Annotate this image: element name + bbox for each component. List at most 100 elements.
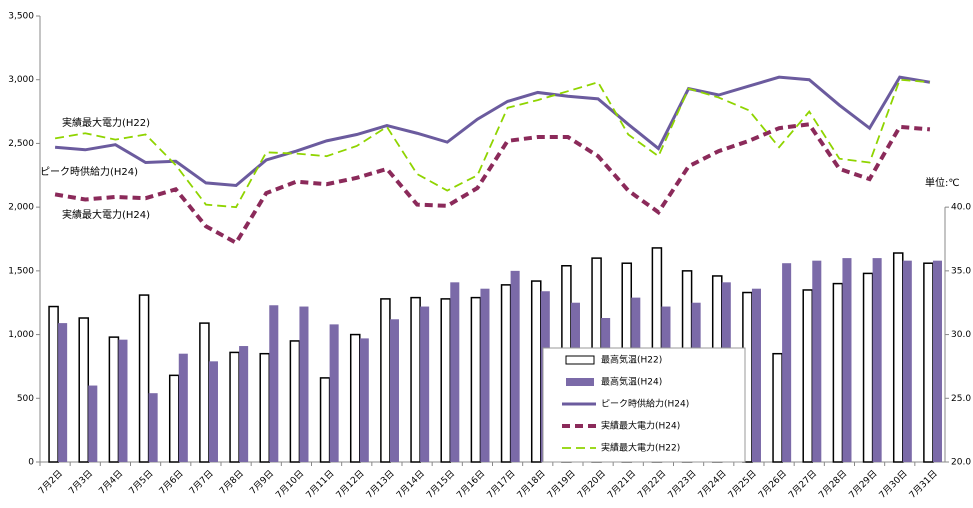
legend-label: 実績最大電力(H24) (601, 420, 680, 432)
x-tick-label: 7月28日 (817, 468, 850, 501)
x-tick-label: 7月8日 (217, 468, 246, 497)
y-tick-label: 0 (28, 458, 34, 468)
bar (510, 270, 520, 462)
bar (772, 352, 783, 463)
legend-swatch (566, 378, 594, 386)
x-tick-label: 7月2日 (36, 468, 65, 497)
bar (380, 298, 391, 463)
bar (389, 319, 399, 462)
x-tick-label: 7月16日 (455, 468, 488, 501)
bar (470, 296, 482, 463)
x-tick-label: 7月15日 (424, 468, 457, 501)
x-tick-label: 7月12日 (334, 468, 367, 501)
x-tick-label: 7月30日 (877, 468, 910, 501)
bar (842, 258, 852, 462)
bar (812, 260, 822, 462)
line (54, 75, 931, 188)
line (54, 122, 931, 246)
x-tick-label: 7月22日 (636, 468, 669, 501)
bar (88, 385, 98, 462)
bar (178, 353, 188, 462)
bar (751, 288, 761, 462)
x-tick-label: 7月26日 (756, 468, 789, 501)
y-tick-label: 1,500 (8, 266, 34, 276)
bar (319, 377, 331, 463)
x-tick-label: 7月14日 (394, 468, 427, 501)
x-tick-label: 7月19日 (545, 468, 578, 501)
bar (782, 263, 792, 462)
x-tick-label: 7月31日 (907, 468, 940, 501)
y2-tick-label: 20.0 (951, 458, 971, 468)
annotation: ピーク時供給力(H24) (40, 165, 138, 178)
x-tick-label: 7月4日 (97, 468, 126, 497)
line (54, 78, 930, 209)
bar (349, 333, 361, 463)
bar (410, 296, 421, 463)
bar (932, 260, 942, 462)
y-tick-label: 2,000 (8, 203, 34, 213)
bar (500, 284, 512, 463)
y2-tick-label: 35.0 (951, 266, 971, 276)
bar (78, 317, 90, 463)
bar (440, 298, 452, 463)
x-tick-label: 7月13日 (364, 468, 397, 501)
bar (229, 351, 240, 463)
y2-tick-label: 30.0 (951, 330, 971, 340)
bar (58, 323, 68, 462)
bar (480, 288, 490, 462)
annotation: 単位:℃ (925, 176, 960, 189)
legend-label: ピーク時供給力(H24) (601, 398, 689, 410)
bar (832, 282, 844, 463)
y-tick-label: 1,000 (8, 330, 34, 340)
x-tick-label: 7月20日 (575, 468, 608, 501)
bar (872, 258, 882, 462)
legend-swatch (565, 355, 595, 365)
x-tick-label: 7月11日 (304, 468, 337, 501)
bar (199, 322, 210, 463)
y-tick-label: 500 (17, 394, 34, 404)
bar (359, 338, 369, 462)
bar (902, 260, 912, 462)
bar (108, 336, 120, 463)
x-tick-label: 7月21日 (605, 468, 638, 501)
x-tick-label: 7月27日 (786, 468, 819, 501)
bar (299, 306, 309, 462)
bar (118, 339, 128, 462)
x-tick-label: 7月23日 (666, 468, 699, 501)
x-tick-label: 7月17日 (485, 468, 518, 501)
bar (48, 305, 59, 463)
bar (923, 262, 934, 463)
bar (802, 289, 814, 463)
y2-tick-label: 25.0 (951, 394, 971, 404)
bar (892, 252, 904, 463)
y2-tick-label: 40.0 (951, 203, 971, 213)
x-tick-label: 7月6日 (157, 468, 186, 497)
legend-label: 実績最大電力(H22) (601, 442, 680, 454)
x-tick-label: 7月25日 (726, 468, 759, 501)
bar (329, 324, 339, 462)
x-tick-label: 7月9日 (248, 468, 277, 497)
bar (138, 294, 150, 463)
bar (289, 340, 301, 463)
x-tick-label: 7月18日 (515, 468, 548, 501)
bar (148, 393, 158, 462)
legend-label: 最高気温(H24) (601, 376, 662, 388)
y-tick-label: 3,500 (8, 12, 34, 22)
annotation: 実績最大電力(H24) (62, 208, 150, 221)
bar (530, 280, 542, 463)
x-tick-label: 7月5日 (127, 468, 156, 497)
x-tick-label: 7月3日 (67, 468, 96, 497)
bar (168, 374, 180, 463)
bar (862, 272, 874, 463)
bar (208, 361, 218, 462)
annotation: 実績最大電力(H22) (62, 116, 150, 129)
x-tick-label: 7月10日 (274, 468, 307, 501)
x-tick-label: 7月29日 (847, 468, 880, 501)
legend-label: 最高気温(H22) (601, 354, 662, 366)
bar (420, 306, 430, 462)
x-tick-label: 7月7日 (187, 468, 216, 497)
y-tick-label: 2,500 (8, 139, 34, 149)
bar (450, 282, 460, 462)
y-tick-label: 3,000 (8, 75, 34, 85)
